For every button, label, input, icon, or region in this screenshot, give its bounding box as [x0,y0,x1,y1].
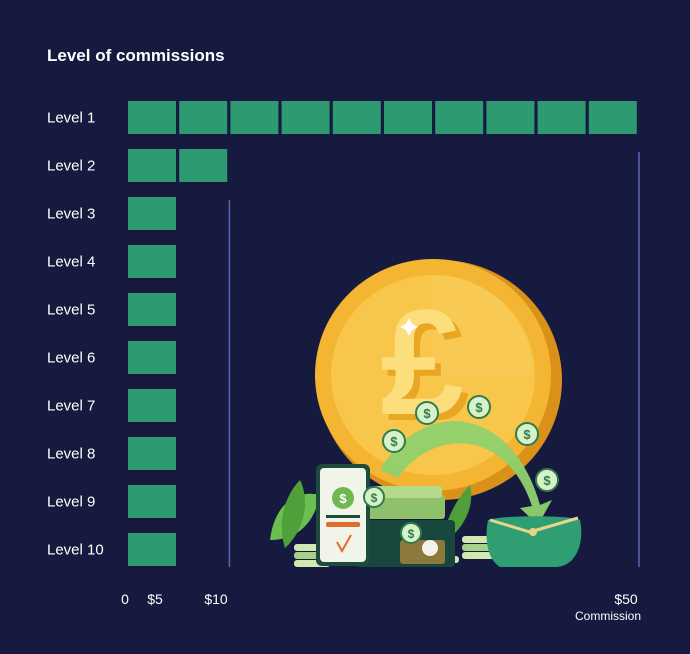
bar-9 [128,485,176,518]
category-label: Level 9 [47,494,95,511]
svg-text:$: $ [523,427,531,442]
category-label: Level 7 [47,398,95,415]
bar-segment [537,101,586,134]
bar-segment [281,101,330,134]
wallet-icon [355,520,455,567]
svg-text:$: $ [408,527,415,541]
chart-title: Level of commissions [47,46,225,65]
bar-segment [128,245,176,278]
x-tick-labels: 0 $5 $10 $50 [121,591,638,607]
pound-coin-icon: £ £ [315,259,562,500]
bar-segment [384,101,432,134]
bar-segment [128,149,176,182]
x-axis-label: Commission [575,609,641,623]
bar-segment [128,533,176,566]
smartphone-icon: $ [316,464,370,566]
svg-text:$: $ [390,434,398,449]
category-label: Level 10 [47,542,104,559]
bar-1 [128,101,637,134]
svg-text:$: $ [371,491,378,505]
category-label: Level 4 [47,254,95,271]
category-label: Level 5 [47,302,95,319]
bar-10 [128,533,176,566]
bar-segment [435,101,484,134]
bar-2 [128,149,228,182]
svg-text:$: $ [475,400,483,415]
bar-segment [128,437,176,470]
bar-segment [128,101,176,134]
money-illustration: £ £ [270,259,582,567]
x-tick-label: $10 [204,591,228,607]
bar-segment [486,101,535,134]
bar-segment [128,389,176,422]
category-label: Level 2 [47,158,95,175]
bar-segment [332,101,381,134]
bar-3 [128,197,176,230]
x-tick-label: $5 [147,591,163,607]
bar-4 [128,245,176,278]
svg-text:$: $ [543,473,551,488]
category-label: Level 6 [47,350,95,367]
svg-text:$: $ [339,491,347,506]
bar-segment [128,197,176,230]
bar-segment [588,101,637,134]
bar-5 [128,293,176,326]
purse-icon [486,516,582,567]
x-tick-label: $50 [614,591,638,607]
bar-6 [128,341,176,374]
bar-segment [128,293,176,326]
svg-text:$: $ [423,406,431,421]
bar-segment [128,485,176,518]
bar-segment [230,101,279,134]
bar-segment [179,101,228,134]
bar-8 [128,437,176,470]
bars [128,101,637,566]
category-label: Level 8 [47,446,95,463]
bar-segment [128,341,176,374]
x-tick-label: 0 [121,591,129,607]
category-labels: Level 1 Level 2 Level 3 Level 4 Level 5 Level… [47,110,104,559]
bar-segment [179,149,228,182]
bar-7 [128,389,176,422]
reference-lines [228,152,640,567]
category-label: Level 3 [47,206,95,223]
category-label: Level 1 [47,110,95,127]
dollar-coin-icon: $ $ $ $ $ $ $ [363,395,559,544]
arrow-icon [380,421,552,525]
